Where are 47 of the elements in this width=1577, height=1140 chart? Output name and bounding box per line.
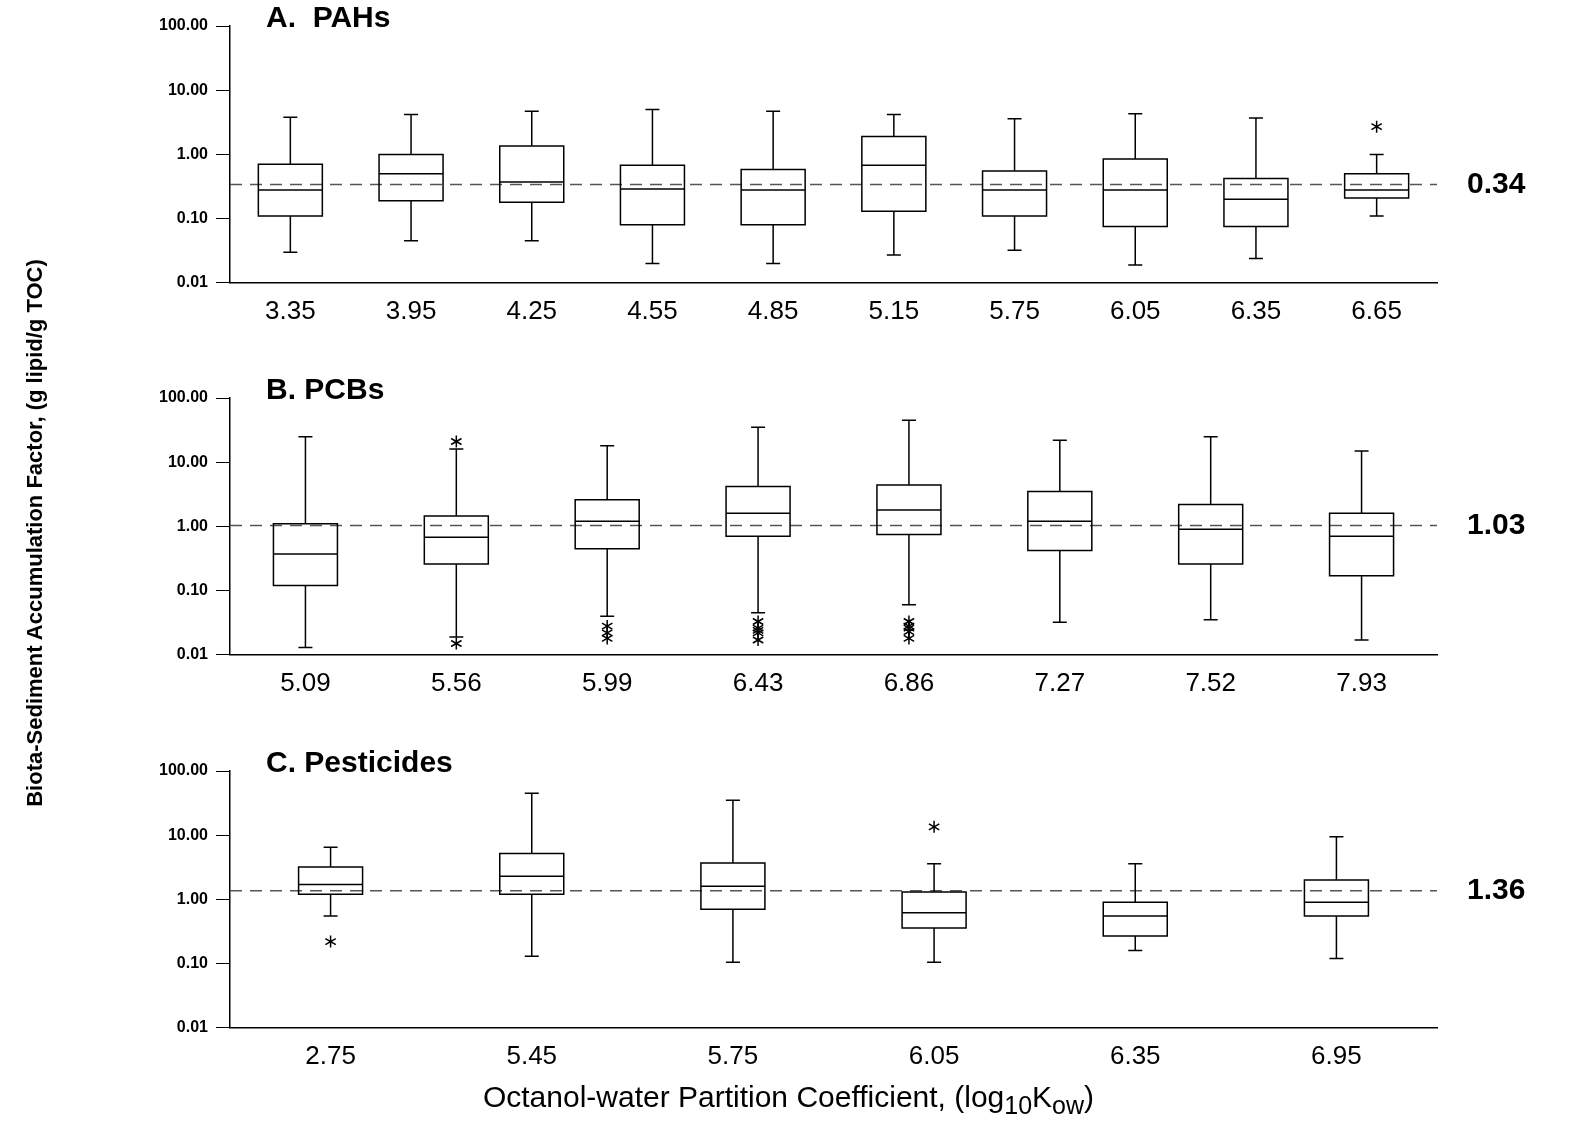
- y-tick-label: 10.00: [167, 452, 209, 470]
- ref-line-label: 1.03: [1467, 506, 1526, 540]
- y-axis-title: Biota-Sediment Accumulation Factor, (g lipid/g TOC): [22, 258, 48, 809]
- y-tick-label: 100.00: [159, 388, 209, 406]
- x-tick-label: 5.09: [280, 666, 331, 697]
- y-tick-label: 0.01: [176, 1018, 209, 1036]
- x-tick-label: 4.85: [747, 294, 799, 325]
- x-tick-label: 2.75: [305, 1039, 356, 1070]
- x-tick-label: 7.27: [1034, 666, 1086, 697]
- y-tick-label: 1.00: [176, 516, 209, 534]
- x-tick-label: 7.52: [1185, 666, 1236, 697]
- x-tick-label: 6.95: [1311, 1039, 1362, 1070]
- x-tick-label: 5.75: [989, 294, 1040, 325]
- chart-title: C. Pesticides: [266, 745, 453, 779]
- x-tick-label: 5.15: [868, 294, 920, 325]
- x-tick-label: 6.05: [908, 1039, 960, 1070]
- x-tick-label: 5.99: [581, 666, 633, 697]
- x-tick-label: 6.65: [1351, 294, 1402, 325]
- y-tick-label: 1.00: [176, 889, 209, 907]
- y-tick-label: 0.10: [176, 581, 209, 599]
- ref-line-label: 0.34: [1467, 165, 1526, 199]
- x-tick-label: 6.43: [732, 666, 784, 697]
- x-tick-label: 4.25: [506, 294, 558, 325]
- x-tick-label: 5.75: [707, 1039, 759, 1070]
- x-tick-label: 5.56: [431, 666, 482, 697]
- x-tick-label: 6.35: [1230, 294, 1282, 325]
- x-axis-title: Octanol-water Partition Coefficient, (log$_{10}$K$_{ow}$): [481, 1080, 1096, 1120]
- y-tick-label: 0.01: [176, 273, 209, 291]
- x-tick-label: 6.05: [1109, 294, 1161, 325]
- chart-title: A. PAHs: [266, 0, 391, 34]
- y-tick-label: 0.10: [176, 209, 209, 227]
- x-tick-label: 5.45: [506, 1039, 558, 1070]
- y-tick-label: 10.00: [167, 825, 209, 843]
- x-tick-label: 7.93: [1336, 666, 1387, 697]
- x-tick-label: 3.35: [265, 294, 316, 325]
- ref-line-label: 1.36: [1467, 872, 1526, 906]
- y-tick-label: 1.00: [176, 144, 209, 162]
- y-tick-label: 0.10: [176, 954, 209, 972]
- chart-title: B. PCBs: [266, 372, 385, 406]
- x-tick-label: 6.86: [883, 666, 935, 697]
- y-tick-label: 100.00: [159, 761, 209, 779]
- y-tick-label: 10.00: [167, 80, 209, 98]
- y-tick-label: 100.00: [159, 16, 209, 34]
- x-tick-label: 3.95: [385, 294, 437, 325]
- y-tick-label: 0.01: [176, 645, 209, 663]
- x-tick-label: 6.35: [1109, 1039, 1161, 1070]
- x-tick-label: 4.55: [627, 294, 678, 325]
